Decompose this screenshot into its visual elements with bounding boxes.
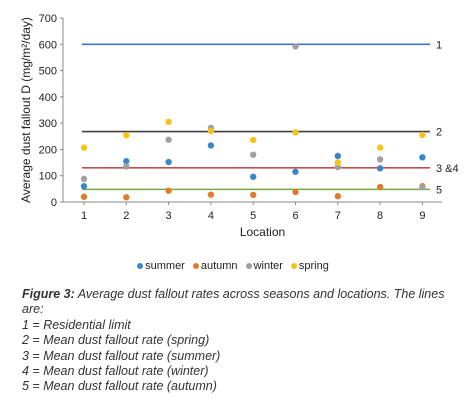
data-point-autumn bbox=[292, 188, 299, 196]
caption-line-3: 3 = Mean dust fallout rate (summer) bbox=[22, 348, 221, 363]
y-tick-label: 400 bbox=[39, 92, 57, 104]
data-point-winter bbox=[376, 156, 384, 163]
data-point-spring bbox=[292, 129, 299, 136]
data-point-spring bbox=[123, 132, 130, 139]
data-point-autumn bbox=[207, 191, 215, 198]
data-point-spring bbox=[419, 131, 426, 139]
data-point-winter bbox=[165, 136, 172, 143]
data-point-winter bbox=[334, 163, 341, 171]
reference-line-label: 1 bbox=[436, 39, 442, 51]
y-tick-label: 500 bbox=[39, 66, 57, 78]
data-point-autumn bbox=[334, 193, 341, 200]
data-point-winter bbox=[292, 43, 299, 50]
data-point-summer bbox=[376, 165, 384, 172]
x-tick-label: 9 bbox=[419, 210, 425, 222]
y-tick-label: 700 bbox=[39, 13, 57, 25]
x-tick-label: 5 bbox=[250, 210, 256, 222]
data-point-summer bbox=[80, 183, 88, 190]
data-point-summer bbox=[165, 158, 172, 166]
data-point-autumn bbox=[123, 194, 130, 201]
data-point-summer bbox=[250, 173, 257, 180]
data-point-spring bbox=[80, 144, 88, 151]
x-tick-label: 3 bbox=[166, 210, 172, 222]
x-tick-label: 1 bbox=[81, 210, 87, 222]
y-tick-label: 200 bbox=[39, 144, 57, 156]
data-point-spring bbox=[334, 159, 341, 166]
data-point-summer bbox=[123, 158, 130, 165]
caption-line-4: 4 = Mean dust fallout rate (winter) bbox=[22, 364, 209, 379]
legend-item-autumn: autumn bbox=[192, 260, 238, 272]
y-tick-label: 600 bbox=[39, 39, 57, 51]
data-point-summer bbox=[207, 142, 215, 149]
data-point-spring bbox=[376, 144, 384, 151]
caption-line-5: 5 = Mean dust fallout rate (autumn) bbox=[22, 379, 217, 394]
x-tick-label: 7 bbox=[335, 210, 341, 222]
legend-item-winter: winter bbox=[245, 260, 283, 272]
figure-caption: Figure 3: Average dust fallout rates acr… bbox=[22, 287, 452, 395]
caption-figure-label: Figure 3: bbox=[22, 287, 75, 301]
x-axis-title: Location bbox=[240, 225, 285, 239]
x-tick-label: 6 bbox=[292, 210, 298, 222]
x-tick-label: 8 bbox=[377, 210, 383, 222]
legend-item-summer: summer bbox=[137, 260, 185, 272]
data-point-winter bbox=[419, 184, 426, 191]
data-point-winter bbox=[123, 163, 130, 170]
data-point-autumn bbox=[80, 193, 88, 200]
legend-marker bbox=[245, 263, 252, 270]
y-axis-title: Average dust fallout D (mg/m²/day) bbox=[19, 17, 33, 203]
caption-heading: Figure 3: Average dust fallout rates acr… bbox=[22, 287, 452, 318]
legend-marker bbox=[137, 263, 144, 270]
x-tick-label: 2 bbox=[123, 210, 129, 222]
y-tick-label: 100 bbox=[39, 171, 57, 183]
data-point-summer bbox=[419, 154, 426, 161]
data-point-winter bbox=[80, 175, 88, 183]
data-point-summer bbox=[292, 168, 299, 175]
legend-label: winter bbox=[253, 260, 283, 272]
legend-label: spring bbox=[298, 260, 329, 272]
x-tick-label: 4 bbox=[208, 210, 214, 222]
data-point-autumn bbox=[250, 191, 257, 199]
legend-label: autumn bbox=[200, 260, 238, 272]
legend-label: summer bbox=[145, 260, 185, 272]
reference-line-label: 2 bbox=[436, 127, 442, 139]
y-tick-label: 0 bbox=[51, 197, 57, 209]
reference-line-label: 5 bbox=[436, 184, 442, 196]
reference-line-label: 3 &4 bbox=[436, 163, 459, 175]
data-point-autumn bbox=[376, 183, 384, 191]
y-tick-label: 300 bbox=[39, 118, 57, 130]
caption-text: Average dust fallout rates across season… bbox=[22, 287, 445, 317]
dust-fallout-chart: 0 100 200 300 400 500 600 700 1 2 3 4 5 6 7 8 9 Location A… bbox=[19, 13, 459, 239]
data-point-summer bbox=[334, 152, 341, 160]
legend-item-spring: spring bbox=[290, 260, 329, 272]
data-point-spring bbox=[250, 136, 257, 144]
data-point-autumn bbox=[165, 187, 172, 194]
data-point-spring bbox=[165, 118, 172, 126]
legend-marker bbox=[192, 263, 199, 270]
data-point-winter bbox=[250, 151, 257, 158]
data-point-spring bbox=[207, 127, 215, 135]
caption-line-2: 2 = Mean dust fallout rate (spring) bbox=[22, 333, 210, 348]
caption-line-1: 1 = Residential limit bbox=[22, 317, 131, 332]
chart-legend: summer autumn winter spring bbox=[0, 260, 466, 272]
legend-marker bbox=[290, 263, 297, 270]
